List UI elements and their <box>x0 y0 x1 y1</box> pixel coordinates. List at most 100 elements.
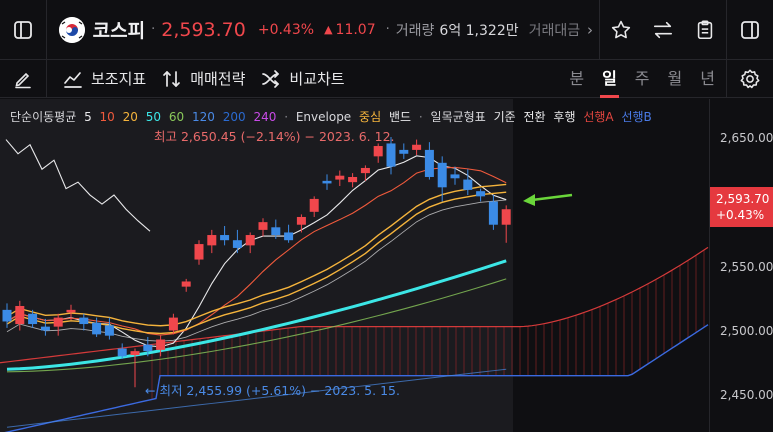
strategy-label: 매매전략 <box>190 70 246 88</box>
candle-body <box>168 317 178 331</box>
compare-button[interactable]: 비교차트 <box>261 68 345 89</box>
bands-label: 밴드 <box>388 110 412 124</box>
candle-body <box>309 198 319 212</box>
swap-icon <box>654 21 673 38</box>
candle-body <box>28 313 38 325</box>
green-arrow-icon <box>523 193 573 206</box>
axis-tick: 2,500.00 <box>720 324 773 338</box>
period-tab-week[interactable]: 주 <box>634 69 650 88</box>
candle-body <box>437 162 447 188</box>
chart-area[interactable]: 단순이동평균 5 10 20 50 60 120 200 240 · Envel… <box>0 99 773 432</box>
candle-body <box>232 240 242 248</box>
change-percent: +0.43% <box>257 21 315 38</box>
period-tab-day[interactable]: 일 <box>600 60 619 98</box>
price-axis: 2,650.00 2,550.00 2,500.00 2,450.00 <box>709 99 773 432</box>
envelope-upper-line <box>6 183 507 327</box>
ma-10: 10 <box>99 110 115 124</box>
ma-120: 120 <box>191 110 215 124</box>
candle-body <box>488 201 498 225</box>
period-tabs: 분 일 주 월 년 <box>551 60 715 98</box>
ma-5: 5 <box>84 110 92 124</box>
drawing-tool-button[interactable] <box>0 59 47 98</box>
axis-tick: 2,450.00 <box>720 388 773 402</box>
memo-button[interactable] <box>684 0 726 60</box>
change-amount: 11.07 <box>335 21 376 38</box>
panel-right-icon <box>741 20 760 39</box>
stock-info: 코스피 · 2,593.70 +0.43% ▲ 11.07 · 거래량 6억 1… <box>47 0 581 60</box>
gear-icon <box>740 69 760 89</box>
candle-body <box>245 235 255 246</box>
ma-label: 단순이동평균 <box>10 110 77 124</box>
chart-toolbar: 보조지표 매매전략 비교차트 분 일 주 월 년 <box>0 59 773 98</box>
price-chart[interactable] <box>0 99 709 432</box>
candle-body <box>130 351 140 356</box>
envelope-center-line <box>6 191 507 335</box>
span-b-label: 선행B <box>621 110 652 124</box>
candle-body <box>15 305 25 325</box>
indicator-icon <box>64 71 82 88</box>
high-annotation: 최고 2,650.45 (−2.14%) − 2023. 6. 12. <box>154 129 395 144</box>
candle-body <box>335 175 345 180</box>
favorite-button[interactable] <box>600 0 642 60</box>
low-annotation: ← 최저 2,455.99 (+5.61%) − 2023. 5. 15. <box>145 383 400 398</box>
candle-body <box>181 281 191 287</box>
chart-settings-button[interactable] <box>726 60 773 98</box>
span-b-line <box>4 324 709 432</box>
candle-body <box>360 167 370 174</box>
axis-tick: 2,550.00 <box>720 260 773 274</box>
separator-dot: · <box>385 22 390 37</box>
ma-200: 200 <box>222 110 246 124</box>
volume-label: 거래량 <box>395 22 435 39</box>
envelope-center-label: 중심 <box>359 110 382 124</box>
current-price: 2,593.70 <box>161 18 246 41</box>
compare-label: 비교차트 <box>289 70 345 88</box>
span-a-line <box>0 246 709 364</box>
base-line-label: 기준 <box>493 110 516 124</box>
star-icon <box>612 20 631 38</box>
indicators-label: 보조지표 <box>91 70 147 88</box>
stock-name: 코스피 <box>92 20 146 42</box>
legend-dot: · <box>284 110 289 124</box>
clipboard-icon <box>698 20 713 39</box>
swap-button[interactable] <box>642 0 684 60</box>
period-tab-minute[interactable]: 분 <box>569 69 585 88</box>
header-actions <box>600 0 726 60</box>
ichimoku-label: 일목균형표 <box>430 110 486 124</box>
candle-body <box>143 344 153 352</box>
candle-body <box>348 176 358 183</box>
candle-body <box>322 180 332 184</box>
amount-label: 거래대금 <box>528 22 581 39</box>
indicator-legend: 단순이동평균 5 10 20 50 60 120 200 240 · Envel… <box>10 108 656 125</box>
compare-icon <box>262 69 280 88</box>
ma-50-line <box>6 259 507 371</box>
strategy-button[interactable]: 매매전략 <box>162 68 245 89</box>
axis-tick: 2,650.00 <box>720 131 773 145</box>
strategy-icon <box>163 70 181 87</box>
period-tab-month[interactable]: 월 <box>667 69 683 88</box>
candle-body <box>450 174 460 179</box>
candle-body <box>156 339 166 350</box>
envelope-lower-line <box>6 199 507 342</box>
panel-left-icon <box>13 20 32 39</box>
candle-body <box>386 143 396 167</box>
separator-dot: · <box>151 22 156 37</box>
indicators-button[interactable]: 보조지표 <box>63 68 146 89</box>
pen-icon <box>15 72 31 88</box>
current-change-label: +0.43% <box>716 208 765 222</box>
envelope-label: Envelope <box>295 110 352 124</box>
candlesticks <box>2 137 511 388</box>
candle-body <box>412 144 422 150</box>
candle-body <box>463 179 473 190</box>
candle-body <box>501 209 511 225</box>
period-tab-year[interactable]: 년 <box>700 69 715 88</box>
chevron-right-icon[interactable]: › <box>581 0 601 60</box>
candle-body <box>296 216 306 225</box>
ma-60: 60 <box>168 110 185 124</box>
legend-dot: · <box>418 110 423 124</box>
candle-body <box>40 326 50 331</box>
panel-right-button[interactable] <box>726 0 773 60</box>
lagging-span-line <box>5 139 151 232</box>
panel-left-button[interactable] <box>0 0 47 60</box>
ma-120-line <box>6 368 507 428</box>
candle-body <box>2 309 12 322</box>
